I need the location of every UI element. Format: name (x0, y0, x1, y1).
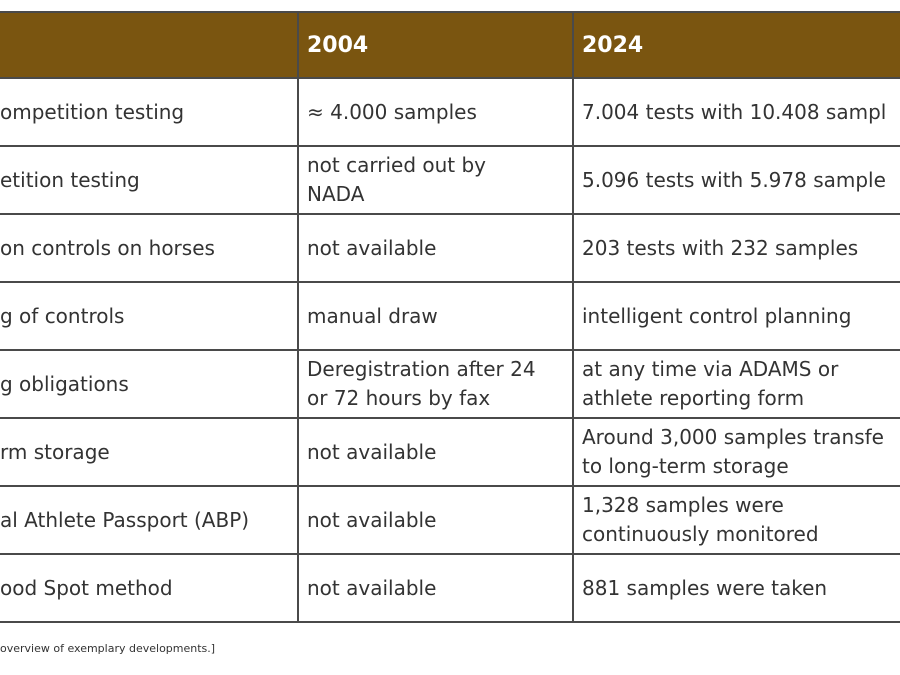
border-line (0, 281, 900, 283)
table-cell: 203 tests with 232 samples (582, 214, 898, 282)
table-cell: g of controls (0, 282, 296, 350)
border-line (0, 145, 900, 147)
table-cell: not carried out by NADA (307, 146, 571, 214)
border-line (0, 417, 900, 419)
table-cell: 7.004 tests with 10.408 sampl (582, 78, 898, 146)
cell-text: 203 tests with 232 samples (582, 235, 859, 260)
cell-text: 5.096 tests with 5.978 sample (582, 167, 886, 192)
cell-text: continuously monitored (582, 522, 819, 546)
border-line (0, 485, 900, 487)
table-cell: intelligent control planning (582, 282, 898, 350)
header-row (0, 12, 900, 78)
cell-text: NADA (307, 182, 365, 206)
cell-text: 881 samples were taken (582, 575, 828, 600)
cell-text: ≈ 4.000 samples (307, 99, 477, 124)
table-cell: Around 3,000 samples transfe to long-term… (582, 418, 898, 486)
border-line (572, 11, 574, 623)
table-cell: ood Spot method (0, 554, 296, 622)
table-cell: g obligations (0, 350, 296, 418)
cell-text: not carried out by (307, 153, 487, 177)
table-cell: ompetition testing (0, 78, 296, 146)
cell-text: 7.004 tests with 10.408 sampl (582, 99, 887, 124)
cell-text: intelligent control planning (582, 303, 852, 328)
cell-text: 1,328 samples were (582, 493, 784, 517)
cell-text: ompetition testing (0, 99, 185, 124)
table-cell: at any time via ADAMS or athlete reportin… (582, 350, 898, 418)
cell-text: not available (307, 439, 437, 464)
cell-text: ood Spot method (0, 575, 173, 600)
cell-text: athlete reporting form (582, 386, 805, 410)
cell-text: g obligations (0, 371, 129, 396)
table-cell: not available (307, 418, 571, 486)
header-cell: 2004 (307, 32, 369, 58)
cell-text: at any time via ADAMS or (582, 357, 839, 381)
cell-text: not available (307, 575, 437, 600)
header-cell: 2024 (582, 32, 644, 58)
table-cell: 5.096 tests with 5.978 sample (582, 146, 898, 214)
caption: overview of exemplary developments.] (0, 642, 216, 655)
cell-text: al Athlete Passport (ABP) (0, 507, 250, 532)
cell-text: manual draw (307, 303, 438, 328)
cell-text: g of controls (0, 303, 125, 328)
table-cell: 881 samples were taken (582, 554, 898, 622)
table-cell: ≈ 4.000 samples (307, 78, 571, 146)
border-line (0, 11, 900, 13)
table-cell: Deregistration after 24 or 72 hours by fa… (307, 350, 571, 418)
cell-text: or 72 hours by fax (307, 386, 491, 410)
table-cell: not available (307, 554, 571, 622)
table-cell: manual draw (307, 282, 571, 350)
table-cell: 1,328 samples were continuously monitored (582, 486, 898, 554)
cell-text: Deregistration after 24 (307, 357, 536, 381)
border-line (0, 77, 900, 79)
cell-text: on controls on horses (0, 235, 215, 260)
border-line (0, 621, 900, 623)
cell-text: to long-term storage (582, 454, 789, 478)
cell-text: not available (307, 507, 437, 532)
cell-text: not available (307, 235, 437, 260)
cell-text: etition testing (0, 167, 140, 192)
table-cell: rm storage (0, 418, 296, 486)
border-line (0, 213, 900, 215)
border-line (297, 11, 299, 623)
table-cell: etition testing (0, 146, 296, 214)
border-line (0, 349, 900, 351)
cell-text: rm storage (0, 439, 110, 464)
table-cell: on controls on horses (0, 214, 296, 282)
table-cell: not available (307, 214, 571, 282)
table-cell: al Athlete Passport (ABP) (0, 486, 296, 554)
table-cell: not available (307, 486, 571, 554)
border-line (0, 553, 900, 555)
cell-text: Around 3,000 samples transfe (582, 425, 884, 449)
